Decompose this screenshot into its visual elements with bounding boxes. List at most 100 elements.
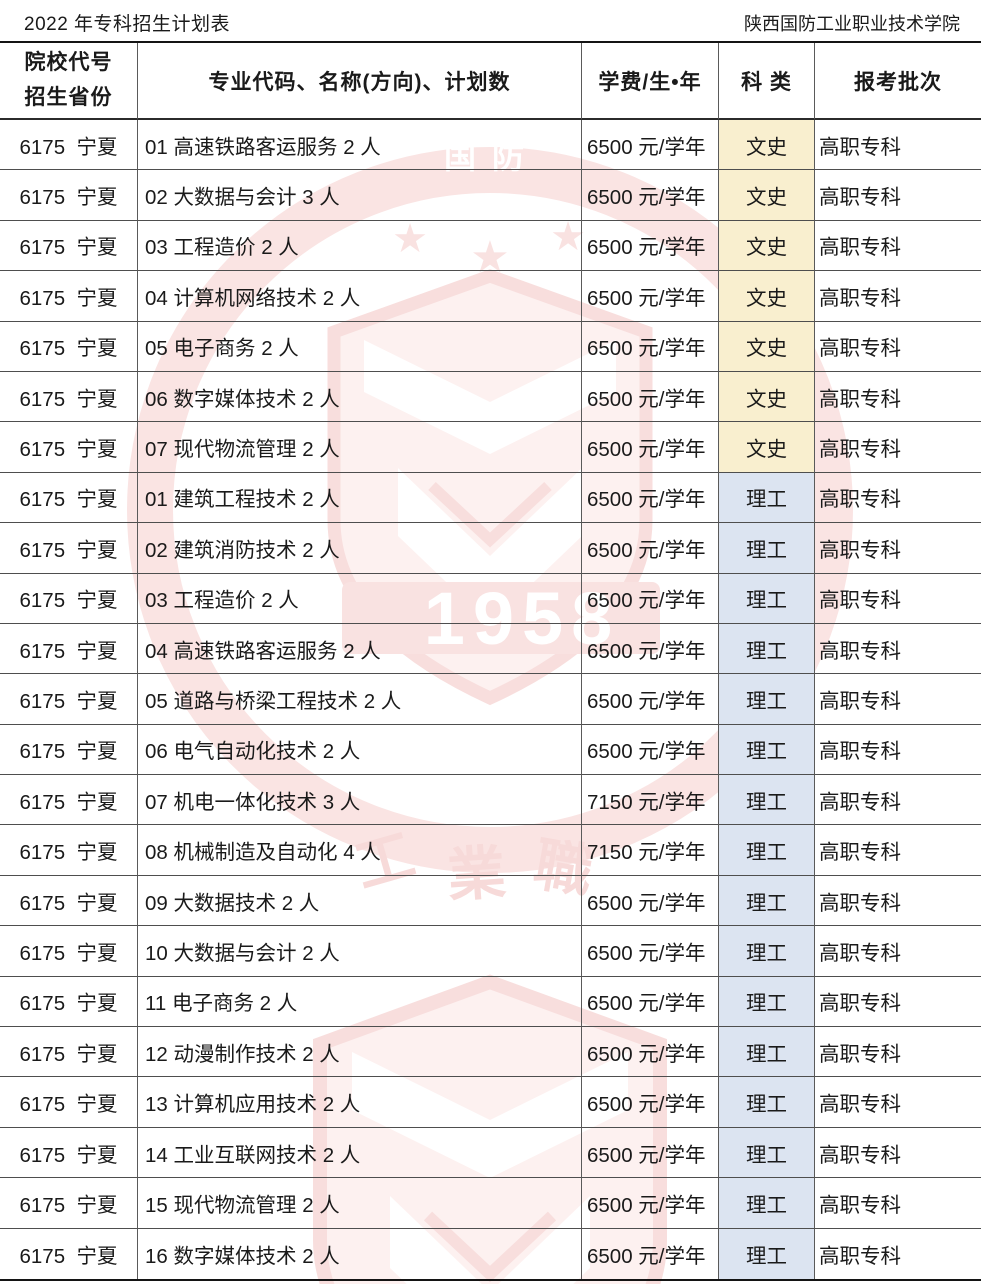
cell-batch: 高职专科: [815, 372, 981, 423]
cell-code-province: 6175 宁夏: [0, 674, 138, 725]
batch-text: 高职专科: [819, 1193, 901, 1217]
cell-fee: 6500 元/学年: [582, 371, 719, 423]
cell-fee: 6500 元/学年: [582, 523, 719, 574]
batch-text: 高职专科: [819, 689, 901, 713]
cell-batch: 高职专科: [815, 574, 981, 624]
major-text: 01 建筑工程技术 2 人: [145, 488, 340, 512]
cell-major: 04 计算机网络技术 2 人: [138, 271, 582, 322]
cell-code-province: 6175 宁夏: [0, 523, 138, 574]
category-text: 理工: [746, 740, 787, 764]
cell-code-province: 6175 宁夏: [0, 1027, 138, 1078]
code-province-text: 6175 宁夏: [19, 589, 118, 613]
school-name: 陕西国防工业职业技术学院: [744, 14, 960, 34]
cell-major: 16 数字媒体技术 2 人: [138, 1228, 582, 1279]
fee-text: 6500 元/学年: [587, 891, 706, 915]
code-province-text: 6175 宁夏: [19, 689, 118, 713]
cell-batch: 高职专科: [815, 170, 981, 221]
code-province-text: 6175 宁夏: [19, 639, 118, 663]
major-text: 06 电气自动化技术 2 人: [145, 740, 361, 764]
seal-year: 1958: [424, 577, 621, 660]
code-province-text: 6175 宁夏: [19, 1042, 118, 1066]
cell-batch: 高职专科: [815, 977, 981, 1028]
cell-category: 文史: [719, 271, 815, 322]
batch-text: 高职专科: [819, 1042, 901, 1066]
fee-text: 6500 元/学年: [587, 236, 706, 260]
cell-fee: 7150 元/学年: [582, 775, 719, 826]
cell-category: 文史: [719, 120, 815, 171]
code-province-text: 6175 宁夏: [19, 1193, 118, 1217]
admission-table: 院校代号 招生省份 专业代码、名称(方向)、计划数 学费/生•年 科 类 报考批…: [0, 41, 981, 1281]
category-text: 理工: [746, 689, 787, 713]
category-text: 文史: [746, 387, 787, 411]
code-province-text: 6175 宁夏: [19, 992, 118, 1016]
seal-band-text: 国防: [444, 139, 540, 175]
fee-text: 6500 元/学年: [587, 639, 706, 663]
cell-code-province: 6175 宁夏: [0, 573, 138, 624]
fee-text: 6500 元/学年: [587, 186, 706, 210]
cell-fee: 6500 元/学年: [582, 573, 719, 624]
fee-text: 6500 元/学年: [587, 135, 706, 159]
cell-category: 理工: [719, 1127, 815, 1179]
cell-code-province: 6175 宁夏: [0, 926, 138, 977]
batch-text: 高职专科: [819, 740, 901, 764]
major-text: 01 高速铁路客运服务 2 人: [145, 135, 381, 159]
fee-text: 6500 元/学年: [587, 337, 706, 361]
header-batch: 报考批次: [815, 43, 981, 120]
cell-category: 理工: [719, 623, 815, 675]
batch-text: 高职专科: [819, 1244, 901, 1268]
svg-text:職: 職: [529, 832, 597, 906]
cell-category: 理工: [719, 573, 815, 624]
cell-category: 理工: [719, 1178, 815, 1229]
category-text: 理工: [746, 1143, 787, 1167]
cell-category: 理工: [719, 472, 815, 524]
cell-fee: 6500 元/学年: [582, 220, 719, 272]
batch-text: 高职专科: [819, 236, 901, 260]
cell-major: 03 工程造价 2 人: [138, 573, 582, 624]
cell-code-province: 6175 宁夏: [0, 271, 138, 322]
header-major: 专业代码、名称(方向)、计划数: [138, 43, 582, 120]
cell-fee: 6500 元/学年: [582, 926, 719, 977]
category-text: 理工: [746, 488, 787, 512]
cell-category: 理工: [719, 674, 815, 725]
cell-major: 13 计算机应用技术 2 人: [138, 1077, 582, 1128]
header-code-line1: 院校代号: [24, 50, 113, 74]
major-text: 02 建筑消防技术 2 人: [145, 538, 340, 562]
cell-major: 02 建筑消防技术 2 人: [138, 523, 582, 574]
code-province-text: 6175 宁夏: [19, 1143, 118, 1167]
code-province-text: 6175 宁夏: [19, 941, 118, 965]
code-province-text: 6175 宁夏: [19, 286, 118, 310]
cell-major: 01 高速铁路客运服务 2 人: [138, 120, 582, 171]
code-province-text: 6175 宁夏: [19, 236, 118, 260]
cell-major: 07 现代物流管理 2 人: [138, 422, 582, 473]
cell-code-province: 6175 宁夏: [0, 825, 138, 876]
header-code-province: 院校代号 招生省份: [0, 43, 138, 120]
fee-text: 6500 元/学年: [587, 740, 706, 764]
batch-text: 高职专科: [819, 538, 901, 562]
batch-text: 高职专科: [819, 337, 901, 361]
fee-text: 6500 元/学年: [587, 1042, 706, 1066]
cell-major: 08 机械制造及自动化 4 人: [138, 825, 582, 876]
major-text: 05 电子商务 2 人: [145, 337, 299, 361]
fee-text: 6500 元/学年: [587, 1143, 706, 1167]
batch-text: 高职专科: [819, 488, 901, 512]
code-province-text: 6175 宁夏: [19, 337, 118, 361]
batch-text: 高职专科: [819, 286, 901, 310]
page-title: 2022 年专科招生计划表: [24, 14, 231, 35]
cell-batch: 高职专科: [815, 1229, 981, 1279]
category-text: 理工: [746, 639, 787, 663]
category-text: 理工: [746, 589, 787, 613]
batch-text: 高职专科: [819, 186, 901, 210]
cell-code-province: 6175 宁夏: [0, 220, 138, 272]
header-category: 科 类: [719, 43, 815, 120]
batch-text: 高职专科: [819, 941, 901, 965]
cell-major: 03 工程造价 2 人: [138, 220, 582, 272]
major-text: 10 大数据与会计 2 人: [145, 941, 340, 965]
code-province-text: 6175 宁夏: [19, 1244, 118, 1268]
cell-major: 01 建筑工程技术 2 人: [138, 472, 582, 524]
major-text: 07 机电一体化技术 3 人: [145, 790, 361, 814]
cell-fee: 6500 元/学年: [582, 1228, 719, 1279]
fee-text: 6500 元/学年: [587, 286, 706, 310]
major-text: 09 大数据技术 2 人: [145, 891, 320, 915]
